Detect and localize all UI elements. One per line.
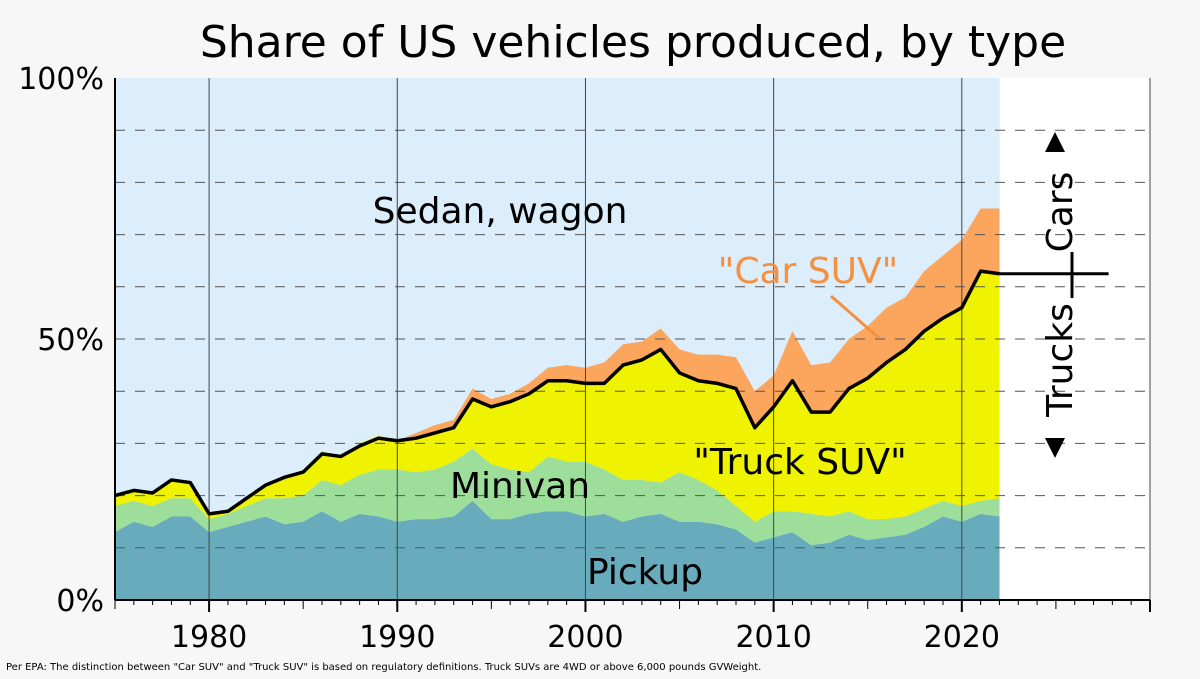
trucks-cars-boundary-line [114, 269, 1000, 516]
x-tick-label-1980: 1980 [171, 620, 247, 655]
chart-title: Share of US vehicles produced, by type [200, 17, 1066, 68]
area-pickup [115, 500, 1000, 600]
y-tick-label-100: 100% [18, 62, 104, 97]
label-trucks: Trucks [1040, 303, 1081, 418]
label-pickup: Pickup [587, 552, 703, 593]
x-tick-label-1990: 1990 [359, 620, 435, 655]
car-suv-pointer [830, 294, 880, 340]
label-minivan: Minivan [450, 466, 590, 507]
label-sedan-wagon: Sedan, wagon [373, 191, 628, 232]
x-tick-label-2010: 2010 [735, 620, 811, 655]
y-tick-label-0: 0% [56, 584, 104, 619]
label-car-suv: "Car SUV" [718, 251, 898, 292]
arrow-up-icon [1045, 132, 1065, 152]
arrow-down-icon [1045, 438, 1065, 458]
label-cars: Cars [1040, 172, 1081, 253]
area-truck-suv [115, 271, 1000, 522]
area-minivan [115, 448, 1000, 546]
footnote: Per EPA: The distinction between "Car SU… [6, 662, 761, 673]
x-tick-label-2000: 2000 [547, 620, 623, 655]
y-tick-label-50: 50% [37, 323, 104, 358]
x-tick-label-2020: 2020 [924, 620, 1000, 655]
label-truck-suv: "Truck SUV" [693, 442, 906, 483]
